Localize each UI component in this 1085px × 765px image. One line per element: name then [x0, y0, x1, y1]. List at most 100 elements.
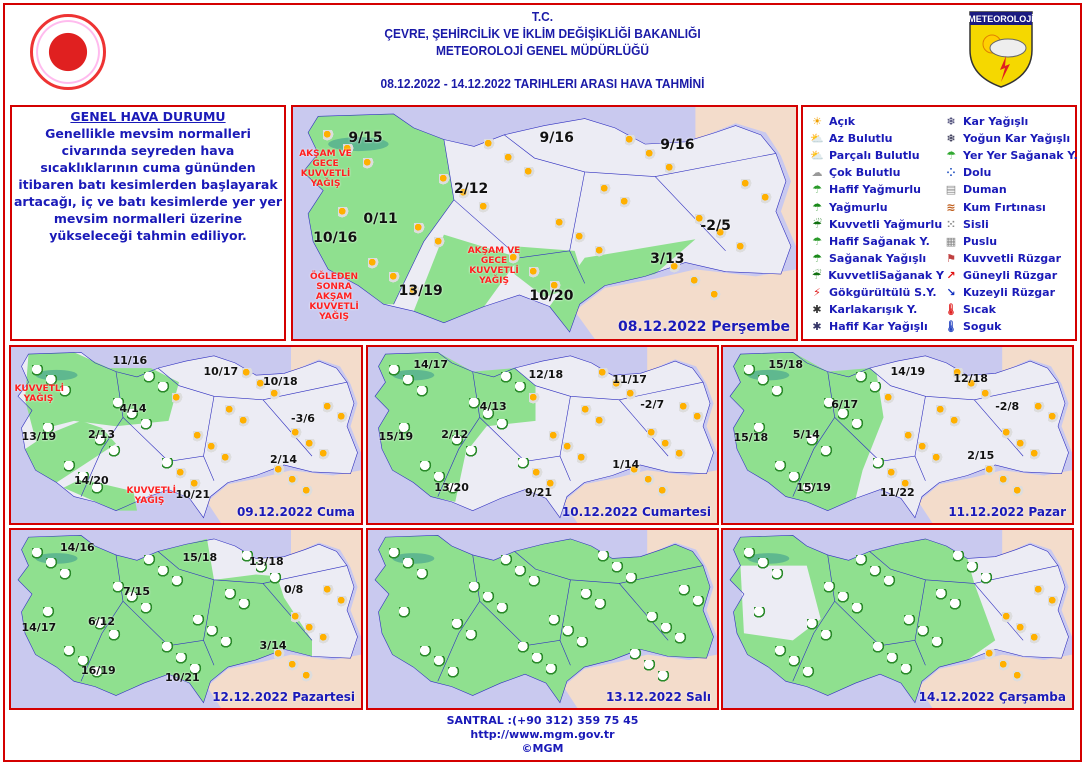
precipitation-area [549, 239, 696, 333]
legend-item: ☂ Hafif Sağanak Y. [809, 233, 944, 250]
scattered-shower-icon: ☂ [946, 149, 956, 163]
partly-cloudy-icon [224, 405, 237, 418]
legend-column-right: ❄ Kar Yağışlı ❄ Yoğun Kar Yağışlı ☂ Yer Yer S… [943, 113, 1078, 335]
rain-icon [158, 565, 170, 578]
temperature-label: 10/21 [165, 670, 200, 684]
precipitation-area [729, 352, 884, 511]
rain-icon [678, 585, 691, 598]
partly-cloudy-icon [678, 401, 691, 414]
temperature-label: 9/16 [660, 137, 695, 154]
rain-icon [661, 622, 674, 635]
smoke-icon: ▤ [945, 183, 957, 197]
region-border [123, 601, 214, 665]
partly-cloudy-icon [661, 438, 674, 451]
footer-url[interactable]: http://www.mgm.gov.tr [470, 728, 615, 741]
footer-copyright: ©MGM [521, 742, 564, 755]
partly-cloudy-icon [322, 401, 335, 414]
rain-icon [46, 375, 58, 388]
legend-item: ⁘ Dolu [943, 164, 1078, 181]
rain-icon [420, 461, 433, 474]
rain-icon [743, 547, 756, 560]
rain-icon [91, 667, 104, 680]
partly-cloudy-icon [189, 479, 202, 491]
rain-icon [855, 554, 868, 567]
sleet-icon: ✱ [812, 303, 822, 317]
legend-label: Duman [963, 183, 1007, 197]
legend-item: ▦ Puslu [943, 233, 1078, 250]
temperature-label: 9/21 [525, 486, 553, 500]
rain-icon [789, 656, 802, 669]
partly-cloudy-icon [904, 431, 917, 444]
map-date-label: 14.12.2022 Çarşamba [918, 690, 1066, 704]
forecast-map-day-2: 11/16 10/17 10/18 4/14 -3/6 13/19 2/13 2/14 14/2… [9, 345, 363, 525]
light-rain-icon: ☂ [812, 183, 822, 197]
temperature-label: 13/19 [21, 429, 57, 443]
partly-cloudy-icon [549, 431, 562, 444]
rain-icon [918, 626, 931, 639]
rain-icon [207, 626, 219, 639]
neighbor-land [207, 347, 361, 523]
hail-icon: ⁘ [946, 166, 956, 180]
partly-cloudy-icon [273, 649, 286, 662]
region-border [123, 417, 214, 480]
rain-icon [806, 435, 819, 447]
turkey-border [18, 352, 358, 517]
rain-icon [754, 422, 767, 435]
neighbor-land [918, 347, 1072, 523]
haze-icon: ▦ [945, 234, 957, 248]
legend-item: ☂ Hafif Yağmurlu [809, 181, 944, 198]
legend-item: ❄ Kar Yağışlı [943, 113, 1078, 130]
partly-cloudy-icon [1047, 595, 1060, 608]
legend-item: ≋ Kum Fırtınası [943, 198, 1078, 215]
partly-cloudy-icon [643, 475, 656, 488]
region-border [915, 396, 925, 456]
temperature-label: 13/20 [434, 480, 469, 494]
rain-icon [221, 636, 233, 649]
rain-icon [95, 619, 107, 631]
rain-icon [598, 551, 611, 564]
partly-cloudy-icon [935, 405, 948, 418]
rain-icon [900, 663, 913, 676]
temperature-label: 11/16 [112, 354, 148, 368]
heavy-rain-icon: ☔ [812, 217, 822, 231]
region-border [454, 200, 585, 284]
rain-icon [483, 592, 496, 605]
rain-icon [112, 398, 125, 411]
rain-icon [126, 592, 139, 605]
rain-icon: ☂ [812, 200, 822, 214]
legend-item: ✱ Hafif Kar Yağışlı [809, 318, 944, 335]
rain-icon [824, 581, 837, 594]
forecast-map-day-7: 14.12.2022 Çarşamba [721, 528, 1074, 710]
rain-icon [647, 611, 660, 624]
heavy-precipitation-warning: KUVVETLİ YAĞIŞ [14, 383, 64, 404]
partly-cloudy-icon [675, 449, 688, 462]
turkey-border [730, 535, 1069, 702]
neighbor-land [563, 530, 717, 708]
rain-icon [869, 565, 882, 578]
rain-icon [399, 422, 412, 435]
temperature-label: 15/18 [768, 357, 803, 371]
rain-icon [465, 629, 478, 642]
legend-label: Kuvvetli Rüzgar [963, 251, 1062, 265]
partly-cloudy-icon [479, 202, 492, 215]
map-date-label: 11.12.2022 Pazar [948, 505, 1066, 519]
legend-item: ⛅ Parçalı Bulutlu [809, 147, 944, 164]
rain-icon [63, 461, 76, 474]
temperature-label: 9/16 [539, 130, 574, 147]
legend-item: ↘ Kuzeyli Rüzgar [943, 284, 1078, 301]
partly-cloudy-icon [549, 281, 562, 293]
rain-icon [852, 602, 865, 615]
partly-cloudy-icon [577, 452, 590, 465]
rain-icon [949, 599, 962, 612]
heavy-snow-icon: ❄ [946, 132, 956, 146]
precipitation-area [413, 234, 520, 323]
rain-icon [757, 375, 770, 388]
legend-item: ⛅ Az Bulutlu [809, 130, 944, 147]
region-border [438, 555, 480, 681]
rain-icon [126, 408, 139, 421]
rain-icon [158, 382, 170, 395]
rain-icon [270, 572, 282, 585]
rain-icon [904, 615, 917, 628]
sandstorm-icon: ≋ [946, 200, 956, 214]
partly-cloudy-icon [692, 412, 705, 425]
